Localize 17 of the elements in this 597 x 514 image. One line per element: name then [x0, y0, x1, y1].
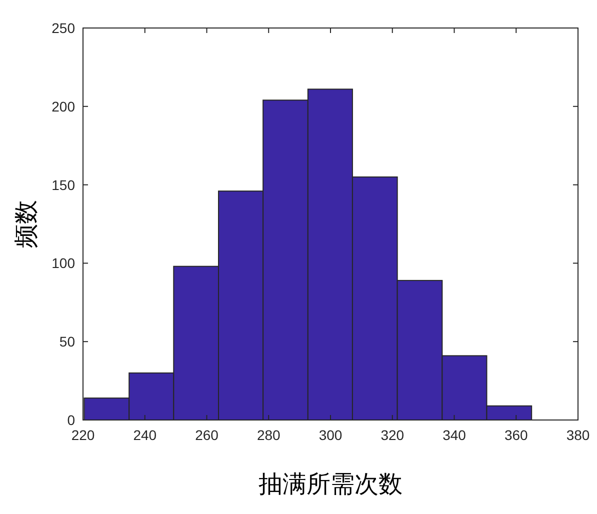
y-axis-title: 频数	[13, 200, 40, 248]
x-tick-label: 320	[380, 427, 404, 443]
y-tick-label: 150	[52, 176, 76, 193]
x-tick-label: 260	[195, 427, 219, 443]
x-tick-label: 360	[504, 427, 528, 443]
x-tick-label: 240	[133, 427, 157, 443]
x-tick-label: 220	[71, 427, 95, 443]
y-tick-label: 250	[52, 20, 76, 36]
y-tick-label: 100	[52, 255, 76, 272]
x-tick-label: 280	[256, 427, 281, 443]
x-tick-label: 340	[442, 427, 466, 443]
x-tick-label: 380	[566, 427, 590, 443]
y-tick-label: 50	[59, 334, 76, 350]
y-tick-label: 200	[52, 98, 76, 114]
x-tick-label: 300	[318, 427, 342, 443]
y-tick-label: 0	[67, 412, 76, 428]
x-axis-title: 抽满所需次数	[258, 471, 402, 498]
